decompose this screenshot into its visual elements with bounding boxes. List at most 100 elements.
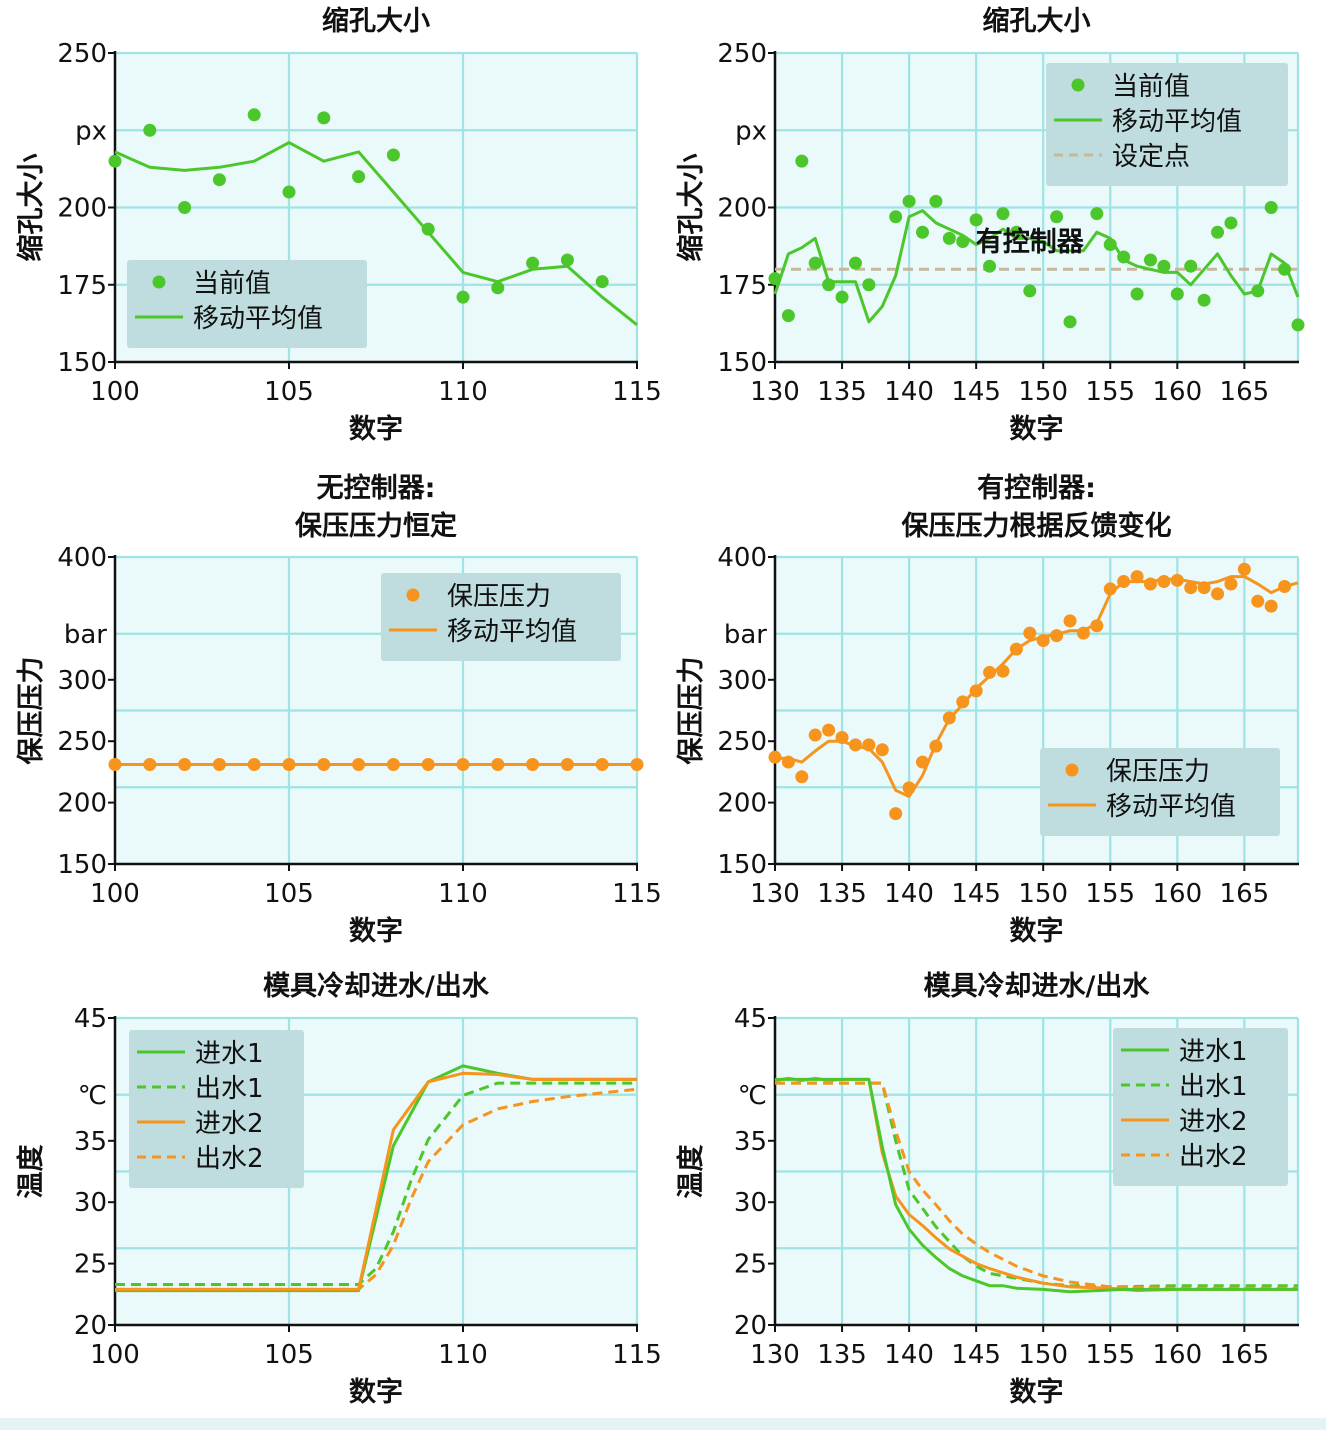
x-tick-label: 160 [1152, 377, 1202, 407]
data-point [108, 758, 122, 772]
y-unit-label: ℃ [738, 1081, 767, 1111]
data-point [282, 758, 296, 772]
data-point [808, 728, 822, 742]
data-point [1264, 599, 1278, 613]
data-point [875, 743, 889, 757]
data-point [969, 684, 983, 698]
data-point [1063, 315, 1077, 329]
data-point [1211, 587, 1225, 601]
chart-title: 无控制器: [317, 473, 436, 504]
data-point [1050, 210, 1064, 224]
data-point [178, 758, 192, 772]
y-tick-label: 300 [57, 666, 107, 696]
data-point [143, 758, 157, 772]
legend-label: 进水2 [195, 1109, 264, 1139]
data-point [889, 807, 903, 821]
data-point [212, 758, 226, 772]
data-point [386, 148, 400, 162]
data-point [143, 123, 157, 137]
data-point [983, 259, 997, 273]
y-tick-label: 300 [717, 666, 767, 696]
data-point [983, 665, 997, 679]
data-point [1076, 626, 1090, 640]
legend-label: 当前值 [1112, 72, 1190, 102]
y-unit-label: px [75, 116, 107, 146]
y-axis-label: 保压压力 [16, 657, 47, 766]
legend-label: 出水1 [1179, 1072, 1248, 1102]
y-tick-label: 30 [74, 1188, 107, 1218]
y-tick-label: 150 [717, 850, 767, 880]
y-tick-label: 400 [717, 543, 767, 573]
y-axis-label: 缩孔大小 [15, 154, 47, 262]
legend-label: 移动平均值 [1106, 792, 1236, 822]
y-tick-label: 25 [734, 1250, 767, 1280]
y-tick-label: 200 [57, 194, 107, 224]
legend-label: 进水1 [195, 1039, 264, 1069]
x-tick-label: 100 [90, 1340, 140, 1370]
data-point [795, 154, 809, 168]
chart-title: 模具冷却进水/出水 [263, 971, 490, 1002]
x-tick-label: 115 [612, 1340, 662, 1370]
data-point [1197, 581, 1211, 595]
data-point [1278, 579, 1292, 593]
x-tick-label: 150 [1018, 377, 1068, 407]
legend-box [129, 1030, 304, 1188]
legend-box [1040, 748, 1280, 836]
data-point [996, 207, 1010, 221]
data-point [1170, 573, 1184, 587]
data-point [781, 309, 795, 323]
x-tick-label: 140 [884, 377, 934, 407]
data-point [386, 758, 400, 772]
data-point [902, 194, 916, 208]
data-point [942, 711, 956, 725]
data-point [1023, 626, 1037, 640]
x-tick-label: 110 [438, 377, 488, 407]
x-tick-label: 135 [817, 879, 867, 909]
x-axis-label: 数字 [349, 413, 403, 445]
legend: 进水1 出水1 进水2 出水2 [129, 1030, 304, 1188]
legend-box [1046, 63, 1288, 186]
data-point [808, 256, 822, 270]
data-point [1211, 225, 1225, 239]
data-point [942, 231, 956, 245]
data-point [108, 154, 122, 168]
x-tick-label: 155 [1085, 879, 1135, 909]
x-axis-label: 数字 [1010, 413, 1064, 445]
data-point [916, 225, 930, 239]
y-tick-label: 20 [74, 1311, 107, 1341]
data-point [1237, 562, 1251, 576]
y-tick-label: 25 [74, 1250, 107, 1280]
x-tick-label: 135 [817, 377, 867, 407]
series-line-进水1 [775, 1077, 1298, 1294]
chart-panel-4: 130 135 140 145 150 155 160 165 150 200 250 300 400 b… [676, 473, 1300, 947]
x-tick-label: 140 [884, 1340, 934, 1370]
x-axis-label: 数字 [349, 1376, 403, 1408]
y-tick-label: 250 [57, 39, 107, 69]
data-point [1117, 575, 1131, 589]
x-tick-label: 155 [1085, 1340, 1135, 1370]
y-axis-label: 保压压力 [676, 657, 707, 766]
chart-panel-3: 100 105 110 115 150 200 250 300 400 bar 无控制器: 保压压力恒… [16, 473, 662, 947]
data-point [929, 194, 943, 208]
legend: 进水1 出水1 进水2 出水2 [1113, 1028, 1288, 1186]
series-layer [115, 1064, 638, 1293]
x-tick-label: 110 [438, 1340, 488, 1370]
y-tick-label: 35 [734, 1127, 767, 1157]
data-point [862, 738, 876, 752]
data-point [929, 739, 943, 753]
y-tick-label: 150 [717, 348, 767, 378]
y-tick-label: 200 [717, 194, 767, 224]
x-tick-label: 150 [1018, 1340, 1068, 1370]
chart-annotation: 有控制器 [976, 227, 1085, 258]
data-point [595, 758, 609, 772]
y-tick-label: 30 [734, 1188, 767, 1218]
y-tick-label: 175 [717, 271, 767, 301]
x-tick-label: 105 [264, 1340, 314, 1370]
x-tick-label: 160 [1152, 1340, 1202, 1370]
data-point [1050, 629, 1064, 643]
data-point [212, 173, 226, 187]
data-point [848, 738, 862, 752]
